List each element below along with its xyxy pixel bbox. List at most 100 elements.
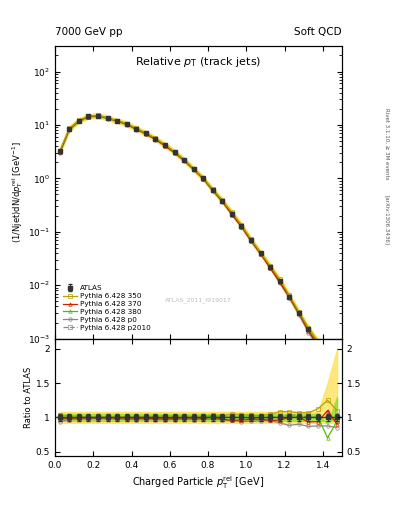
Pythia 6.428 p0 bbox=[105, 116, 110, 122]
Pythia 6.428 350 bbox=[86, 113, 91, 119]
Pythia 6.428 p2010 bbox=[239, 223, 244, 229]
Pythia 6.428 p2010 bbox=[230, 210, 234, 217]
Pythia 6.428 p0 bbox=[230, 211, 234, 218]
Pythia 6.428 370 bbox=[249, 238, 253, 244]
Pythia 6.428 350 bbox=[115, 117, 119, 123]
Y-axis label: Ratio to ATLAS: Ratio to ATLAS bbox=[24, 367, 33, 428]
Pythia 6.428 p0 bbox=[182, 158, 187, 164]
Pythia 6.428 380 bbox=[143, 130, 148, 136]
Pythia 6.428 370 bbox=[287, 294, 292, 300]
Pythia 6.428 p0 bbox=[239, 224, 244, 230]
Pythia 6.428 380 bbox=[287, 294, 292, 300]
Pythia 6.428 350 bbox=[201, 175, 206, 181]
Pythia 6.428 350 bbox=[306, 325, 311, 331]
Pythia 6.428 370 bbox=[67, 126, 72, 132]
Pythia 6.428 350 bbox=[182, 157, 187, 163]
Pythia 6.428 370 bbox=[163, 143, 167, 149]
Pythia 6.428 370 bbox=[277, 279, 282, 285]
Pythia 6.428 370 bbox=[191, 166, 196, 173]
Pythia 6.428 380 bbox=[105, 115, 110, 121]
Pythia 6.428 p0 bbox=[134, 126, 139, 133]
Pythia 6.428 380 bbox=[182, 157, 187, 163]
Pythia 6.428 380 bbox=[335, 374, 340, 380]
Legend: ATLAS, Pythia 6.428 350, Pythia 6.428 370, Pythia 6.428 380, Pythia 6.428 p0, Py: ATLAS, Pythia 6.428 350, Pythia 6.428 37… bbox=[60, 283, 154, 333]
Pythia 6.428 370 bbox=[182, 157, 187, 163]
Text: [arXiv:1306.3436]: [arXiv:1306.3436] bbox=[385, 195, 389, 245]
Pythia 6.428 370 bbox=[335, 375, 340, 381]
Pythia 6.428 380 bbox=[220, 198, 225, 204]
Pythia 6.428 350 bbox=[67, 125, 72, 131]
Pythia 6.428 380 bbox=[163, 142, 167, 148]
Pythia 6.428 350 bbox=[258, 249, 263, 255]
Pythia 6.428 350 bbox=[277, 276, 282, 282]
Pythia 6.428 350 bbox=[96, 112, 101, 118]
Pythia 6.428 p0 bbox=[268, 265, 273, 271]
Pythia 6.428 p2010 bbox=[316, 341, 320, 347]
Pythia 6.428 350 bbox=[57, 147, 62, 154]
Pythia 6.428 p0 bbox=[125, 121, 129, 127]
Pythia 6.428 380 bbox=[230, 210, 234, 217]
X-axis label: Charged Particle $p_{\rm T}^{\rm rel}$ [GeV]: Charged Particle $p_{\rm T}^{\rm rel}$ [… bbox=[132, 474, 264, 490]
Pythia 6.428 350 bbox=[249, 237, 253, 243]
Pythia 6.428 370 bbox=[115, 118, 119, 124]
Pythia 6.428 380 bbox=[316, 341, 320, 347]
Pythia 6.428 p2010 bbox=[220, 198, 225, 204]
Y-axis label: (1/Njet)dN/d$p_{\rm T}^{\rm rel}$ [GeV$^{-1}$]: (1/Njet)dN/d$p_{\rm T}^{\rm rel}$ [GeV$^… bbox=[10, 141, 25, 243]
Pythia 6.428 380 bbox=[86, 113, 91, 119]
Pythia 6.428 p2010 bbox=[287, 293, 292, 300]
Pythia 6.428 370 bbox=[201, 176, 206, 182]
Pythia 6.428 380 bbox=[153, 136, 158, 142]
Pythia 6.428 p2010 bbox=[277, 278, 282, 284]
Pythia 6.428 370 bbox=[77, 118, 81, 124]
Pythia 6.428 p2010 bbox=[182, 157, 187, 163]
Pythia 6.428 p2010 bbox=[335, 374, 340, 380]
Pythia 6.428 370 bbox=[125, 121, 129, 127]
Pythia 6.428 350 bbox=[191, 165, 196, 172]
Pythia 6.428 p0 bbox=[153, 137, 158, 143]
Pythia 6.428 p0 bbox=[325, 360, 330, 366]
Pythia 6.428 380 bbox=[297, 310, 301, 316]
Pythia 6.428 p0 bbox=[191, 167, 196, 173]
Pythia 6.428 p0 bbox=[297, 312, 301, 318]
Pythia 6.428 370 bbox=[297, 310, 301, 316]
Pythia 6.428 350 bbox=[239, 222, 244, 228]
Pythia 6.428 p2010 bbox=[306, 326, 311, 332]
Pythia 6.428 p2010 bbox=[163, 142, 167, 148]
Pythia 6.428 370 bbox=[153, 136, 158, 142]
Pythia 6.428 380 bbox=[57, 148, 62, 155]
Pythia 6.428 380 bbox=[172, 149, 177, 155]
Pythia 6.428 p0 bbox=[86, 114, 91, 120]
Pythia 6.428 p0 bbox=[67, 126, 72, 133]
Pythia 6.428 370 bbox=[325, 358, 330, 364]
Line: Pythia 6.428 370: Pythia 6.428 370 bbox=[58, 114, 339, 380]
Pythia 6.428 p2010 bbox=[125, 121, 129, 127]
Pythia 6.428 p2010 bbox=[258, 250, 263, 257]
Pythia 6.428 380 bbox=[277, 278, 282, 284]
Pythia 6.428 p0 bbox=[220, 199, 225, 205]
Pythia 6.428 370 bbox=[268, 265, 273, 271]
Pythia 6.428 370 bbox=[105, 115, 110, 121]
Pythia 6.428 p0 bbox=[249, 239, 253, 245]
Pythia 6.428 370 bbox=[143, 131, 148, 137]
Pythia 6.428 350 bbox=[230, 209, 234, 216]
Line: Pythia 6.428 380: Pythia 6.428 380 bbox=[58, 114, 339, 379]
Pythia 6.428 370 bbox=[230, 211, 234, 218]
Pythia 6.428 380 bbox=[96, 113, 101, 119]
Line: Pythia 6.428 p0: Pythia 6.428 p0 bbox=[58, 114, 339, 381]
Pythia 6.428 350 bbox=[77, 117, 81, 123]
Pythia 6.428 p0 bbox=[201, 176, 206, 182]
Pythia 6.428 370 bbox=[220, 198, 225, 204]
Pythia 6.428 p2010 bbox=[57, 148, 62, 155]
Text: Relative $p_{\rm T}$ (track jets): Relative $p_{\rm T}$ (track jets) bbox=[135, 55, 262, 69]
Pythia 6.428 350 bbox=[268, 263, 273, 269]
Pythia 6.428 350 bbox=[211, 186, 215, 193]
Pythia 6.428 380 bbox=[211, 187, 215, 193]
Pythia 6.428 p2010 bbox=[77, 118, 81, 124]
Pythia 6.428 380 bbox=[134, 125, 139, 132]
Pythia 6.428 370 bbox=[306, 328, 311, 334]
Pythia 6.428 370 bbox=[57, 149, 62, 155]
Pythia 6.428 p2010 bbox=[96, 113, 101, 119]
Pythia 6.428 370 bbox=[172, 150, 177, 156]
Pythia 6.428 p0 bbox=[316, 344, 320, 350]
Pythia 6.428 p2010 bbox=[115, 118, 119, 124]
